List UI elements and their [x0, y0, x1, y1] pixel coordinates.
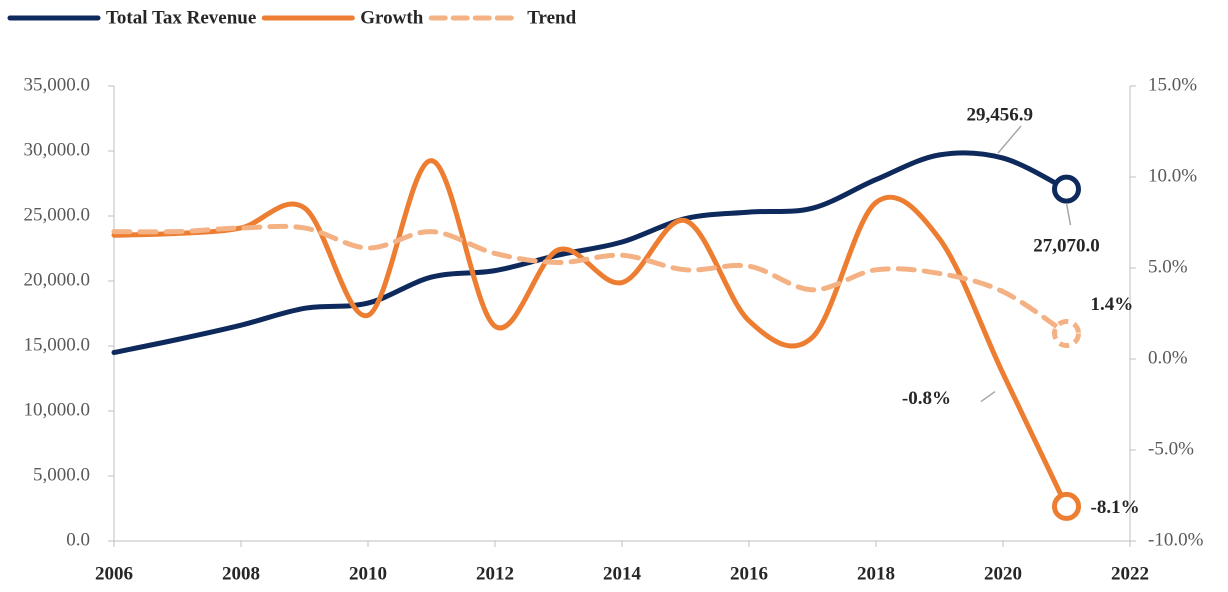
x-tick-label: 2018 [857, 563, 895, 584]
y-tick-label: 25,000.0 [24, 204, 91, 225]
y-tick-label: 15,000.0 [24, 334, 91, 355]
x-tick-label: 2020 [984, 563, 1022, 584]
y2-tick-label: -5.0% [1148, 438, 1194, 459]
end-marker [1052, 174, 1081, 204]
x-tick-label: 2022 [1111, 563, 1149, 584]
leader-line [997, 125, 1022, 154]
y-tick-label: 10,000.0 [24, 399, 91, 420]
legend-item: Growth [261, 7, 424, 28]
x-tick-label: 2016 [730, 563, 768, 584]
x-tick-label: 2008 [222, 563, 260, 584]
data-label: -8.1% [1091, 497, 1140, 518]
y2-tick-label: 0.0% [1148, 347, 1188, 368]
data-label: 1.4% [1091, 294, 1134, 315]
data-label: 29,456.9 [967, 104, 1034, 125]
end-marker [1052, 491, 1081, 521]
legend-item: Trend [428, 7, 577, 28]
y2-tick-label: -10.0% [1148, 529, 1204, 550]
x-tick-label: 2012 [476, 563, 514, 584]
leader-line [980, 390, 996, 403]
y-tick-label: 5,000.0 [33, 464, 90, 485]
leader-line [1065, 202, 1072, 226]
y-tick-label: 0.0 [66, 529, 90, 550]
x-tick-label: 2010 [349, 563, 387, 584]
legend-item: Total Tax Revenue [7, 7, 256, 28]
series-line [111, 158, 1069, 509]
series-line [111, 223, 1069, 337]
y2-tick-label: 10.0% [1148, 165, 1197, 186]
legend-label: Trend [527, 7, 576, 28]
legend-label: Growth [360, 7, 423, 28]
data-label: 27,070.0 [1033, 235, 1100, 256]
y-tick-label: 30,000.0 [24, 139, 91, 160]
y2-tick-label: 5.0% [1148, 256, 1188, 277]
y-tick-label: 20,000.0 [24, 269, 91, 290]
x-tick-label: 2006 [95, 563, 133, 584]
end-marker [1052, 319, 1081, 349]
legend-label: Total Tax Revenue [106, 7, 256, 28]
y2-tick-label: 15.0% [1148, 74, 1197, 95]
data-label: -0.8% [902, 388, 951, 409]
x-tick-label: 2014 [603, 563, 642, 584]
y-tick-label: 35,000.0 [24, 74, 91, 95]
series-line [111, 150, 1069, 355]
